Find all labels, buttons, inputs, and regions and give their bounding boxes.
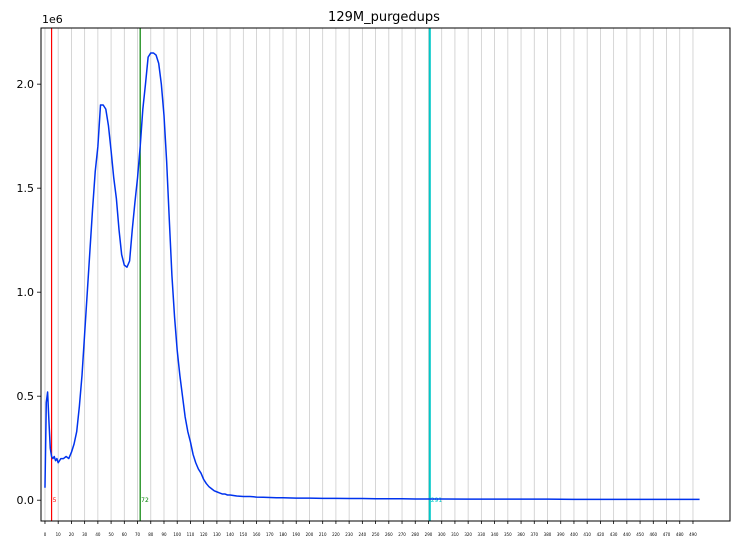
x-tick-label-25: 250: [372, 532, 380, 537]
x-tick-label-16: 160: [253, 532, 261, 537]
y-tick-label-3: 1.5: [17, 182, 35, 195]
x-tick-label-35: 350: [504, 532, 512, 537]
x-tick-label-19: 190: [292, 532, 300, 537]
x-tick-label-45: 450: [636, 532, 644, 537]
x-tick-label-14: 140: [226, 532, 234, 537]
x-tick-label-28: 280: [411, 532, 419, 537]
x-tick-label-30: 300: [438, 532, 446, 537]
x-tick-label-10: 100: [173, 532, 181, 537]
x-tick-label-24: 240: [359, 532, 367, 537]
x-tick-label-46: 460: [649, 532, 657, 537]
series-layer: [44, 52, 700, 501]
y-tick-label-1: 0.5: [17, 390, 35, 403]
y-axis: 0.0 0.5 1.0 1.5 2.0: [17, 78, 41, 507]
x-tick-label-18: 180: [279, 532, 287, 537]
x-tick-label-38: 380: [544, 532, 552, 537]
x-tick-label-22: 220: [332, 532, 340, 537]
x-tick-label-27: 270: [398, 532, 406, 537]
y-tick-label-0: 0.0: [17, 494, 35, 507]
x-tick-label-21: 210: [319, 532, 327, 537]
x-tick-label-3: 30: [82, 532, 88, 537]
marker-label-72: 72: [141, 497, 149, 504]
x-axis: 0 10 20 30 40 50 60 70 80 90 100 110 120 130 140 150 160…: [44, 521, 697, 537]
x-tick-label-33: 330: [478, 532, 486, 537]
x-tick-label-26: 260: [385, 532, 393, 537]
x-tick-label-1: 10: [56, 532, 62, 537]
x-tick-label-29: 290: [425, 532, 433, 537]
x-tick-label-11: 110: [187, 532, 195, 537]
x-tick-label-37: 370: [530, 532, 538, 537]
x-tick-label-48: 480: [676, 532, 684, 537]
x-tick-label-9: 90: [161, 532, 167, 537]
x-tick-label-12: 120: [200, 532, 208, 537]
x-tick-label-36: 360: [517, 532, 525, 537]
chart-title: 129M_purgedups: [328, 10, 440, 25]
x-tick-label-5: 50: [109, 532, 115, 537]
x-tick-label-44: 440: [623, 532, 631, 537]
x-tick-label-20: 200: [306, 532, 314, 537]
x-tick-label-47: 470: [663, 532, 671, 537]
x-tick-label-8: 80: [148, 532, 154, 537]
series-line-0: [44, 52, 700, 501]
marker-label-291: 291: [431, 497, 443, 504]
x-tick-label-42: 420: [597, 532, 605, 537]
x-tick-label-39: 390: [557, 532, 565, 537]
x-tick-label-0: 0: [44, 532, 47, 537]
x-tick-label-40: 400: [570, 532, 578, 537]
x-tick-label-4: 40: [95, 532, 101, 537]
marker-label-5: 5: [53, 497, 57, 504]
x-tick-label-41: 410: [583, 532, 591, 537]
x-tick-label-23: 230: [345, 532, 353, 537]
y-offset-label: 1e6: [42, 13, 63, 26]
x-tick-label-7: 70: [135, 532, 141, 537]
x-tick-label-13: 130: [213, 532, 221, 537]
plot-frame: [40, 27, 731, 522]
x-tick-label-31: 310: [451, 532, 459, 537]
y-tick-label-2: 1.0: [17, 286, 35, 299]
x-tick-label-17: 170: [266, 532, 274, 537]
x-tick-label-49: 490: [689, 532, 697, 537]
marker-lines: 5 72 291: [50, 28, 443, 521]
x-tick-label-34: 340: [491, 532, 499, 537]
x-tick-label-43: 430: [610, 532, 618, 537]
x-tick-label-32: 320: [464, 532, 472, 537]
x-tick-label-15: 150: [240, 532, 248, 537]
grid-layer: [44, 28, 694, 521]
x-tick-label-2: 20: [69, 532, 75, 537]
x-tick-label-6: 60: [122, 532, 128, 537]
y-tick-label-4: 2.0: [17, 78, 35, 91]
